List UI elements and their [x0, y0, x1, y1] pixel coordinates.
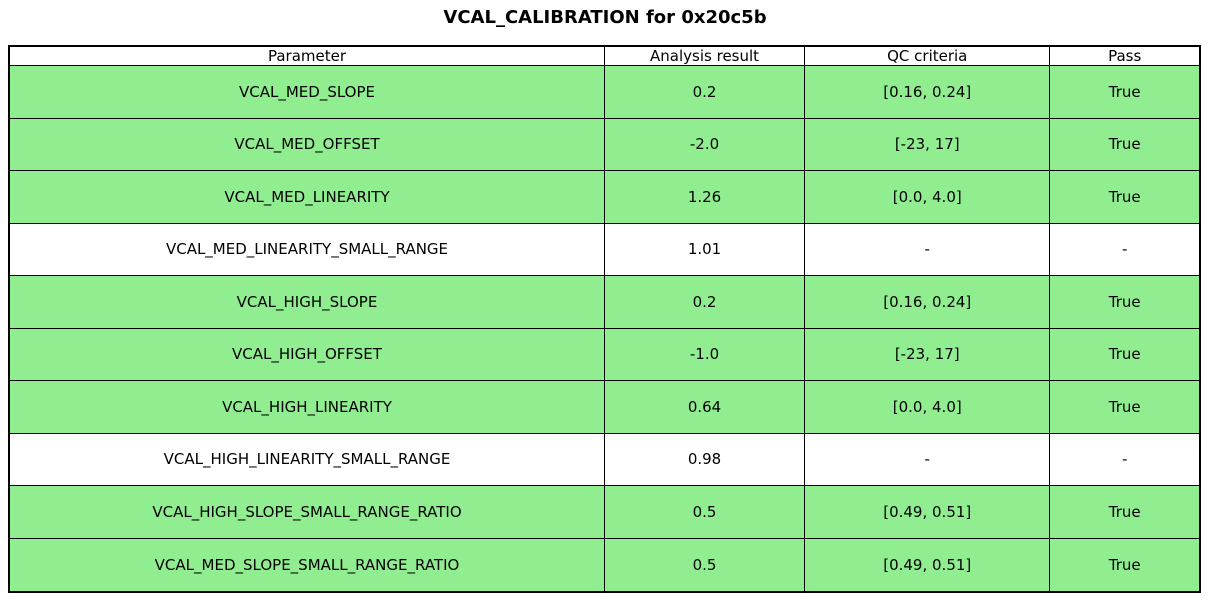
analysis-result-cell: 0.98: [603, 432, 806, 486]
parameter-cell: VCAL_MED_OFFSET: [8, 117, 605, 171]
table-row: VCAL_MED_LINEARITY 1.26 [0.0, 4.0] True: [8, 170, 1201, 224]
table-row: VCAL_MED_SLOPE_SMALL_RANGE_RATIO 0.5 [0.49…: [8, 537, 1201, 593]
pass-cell: True: [1049, 485, 1201, 539]
parameter-cell: VCAL_MED_SLOPE: [8, 65, 605, 119]
pass-cell: True: [1049, 170, 1201, 224]
table-row: VCAL_HIGH_LINEARITY 0.64 [0.0, 4.0] True: [8, 380, 1201, 434]
analysis-result-cell: 1.26: [603, 170, 806, 224]
header-row: Parameter Analysis result QC criteria Pa…: [8, 45, 1201, 66]
table-row: VCAL_HIGH_LINEARITY_SMALL_RANGE 0.98- -: [8, 432, 1201, 486]
pass-cell: True: [1049, 275, 1201, 329]
qc-criteria-cell: [0.16, 0.24]: [804, 65, 1051, 119]
analysis-result-cell: -2.0: [603, 117, 806, 171]
page-title: VCAL_CALIBRATION for 0x20c5b: [443, 7, 767, 28]
analysis-result-cell: 0.2: [603, 65, 806, 119]
analysis-result-cell: 0.5: [603, 485, 806, 539]
qc-criteria-cell: [-23, 17]: [804, 117, 1051, 171]
pass-cell: -: [1049, 222, 1201, 276]
pass-cell: True: [1049, 65, 1201, 119]
table-row: VCAL_HIGH_OFFSET -1.0 [-23, 17] True: [8, 327, 1201, 381]
qc-criteria-cell: -: [804, 432, 1051, 486]
parameter-cell: VCAL_HIGH_SLOPE_SMALL_RANGE_RATIO: [8, 485, 605, 539]
table-body: VCAL_MED_SLOPE 0.2 [0.16, 0.24] True VCAL_ME…: [8, 65, 1201, 593]
parameter-cell: VCAL_HIGH_LINEARITY: [8, 380, 605, 434]
parameter-cell: VCAL_HIGH_SLOPE: [8, 275, 605, 329]
pass-cell: True: [1049, 327, 1201, 381]
qc-criteria-cell: [0.0, 4.0]: [804, 170, 1051, 224]
column-header-analysis-result: Analysis result: [603, 45, 806, 66]
table-row: VCAL_MED_LINEARITY_SMALL_RANGE 1.01- -: [8, 222, 1201, 276]
qc-criteria-cell: [0.49, 0.51]: [804, 537, 1051, 593]
analysis-result-cell: 0.2: [603, 275, 806, 329]
analysis-result-cell: 0.64: [603, 380, 806, 434]
parameter-cell: VCAL_HIGH_LINEARITY_SMALL_RANGE: [8, 432, 605, 486]
table-row: VCAL_HIGH_SLOPE 0.2 [0.16, 0.24] True: [8, 275, 1201, 329]
column-header-qc-criteria: QC criteria: [804, 45, 1051, 66]
parameter-cell: VCAL_MED_LINEARITY_SMALL_RANGE: [8, 222, 605, 276]
qc-results-table: Parameter Analysis result QC criteria Pa…: [8, 45, 1201, 593]
parameter-cell: VCAL_HIGH_OFFSET: [8, 327, 605, 381]
column-header-pass: Pass: [1049, 45, 1201, 66]
pass-cell: -: [1049, 432, 1201, 486]
pass-cell: True: [1049, 537, 1201, 593]
table-row: VCAL_MED_OFFSET -2.0 [-23, 17] True: [8, 117, 1201, 171]
analysis-result-cell: -1.0: [603, 327, 806, 381]
column-header-parameter: Parameter: [8, 45, 605, 66]
pass-cell: True: [1049, 117, 1201, 171]
qc-criteria-cell: [0.49, 0.51]: [804, 485, 1051, 539]
table-row: VCAL_HIGH_SLOPE_SMALL_RANGE_RATIO 0.5 [0.4…: [8, 485, 1201, 539]
parameter-cell: VCAL_MED_SLOPE_SMALL_RANGE_RATIO: [8, 537, 605, 593]
qc-criteria-cell: [0.0, 4.0]: [804, 380, 1051, 434]
analysis-result-cell: 1.01: [603, 222, 806, 276]
table-row: VCAL_MED_SLOPE 0.2 [0.16, 0.24] True: [8, 65, 1201, 119]
qc-criteria-cell: -: [804, 222, 1051, 276]
pass-cell: True: [1049, 380, 1201, 434]
qc-criteria-cell: [0.16, 0.24]: [804, 275, 1051, 329]
parameter-cell: VCAL_MED_LINEARITY: [8, 170, 605, 224]
analysis-result-cell: 0.5: [603, 537, 806, 593]
qc-criteria-cell: [-23, 17]: [804, 327, 1051, 381]
